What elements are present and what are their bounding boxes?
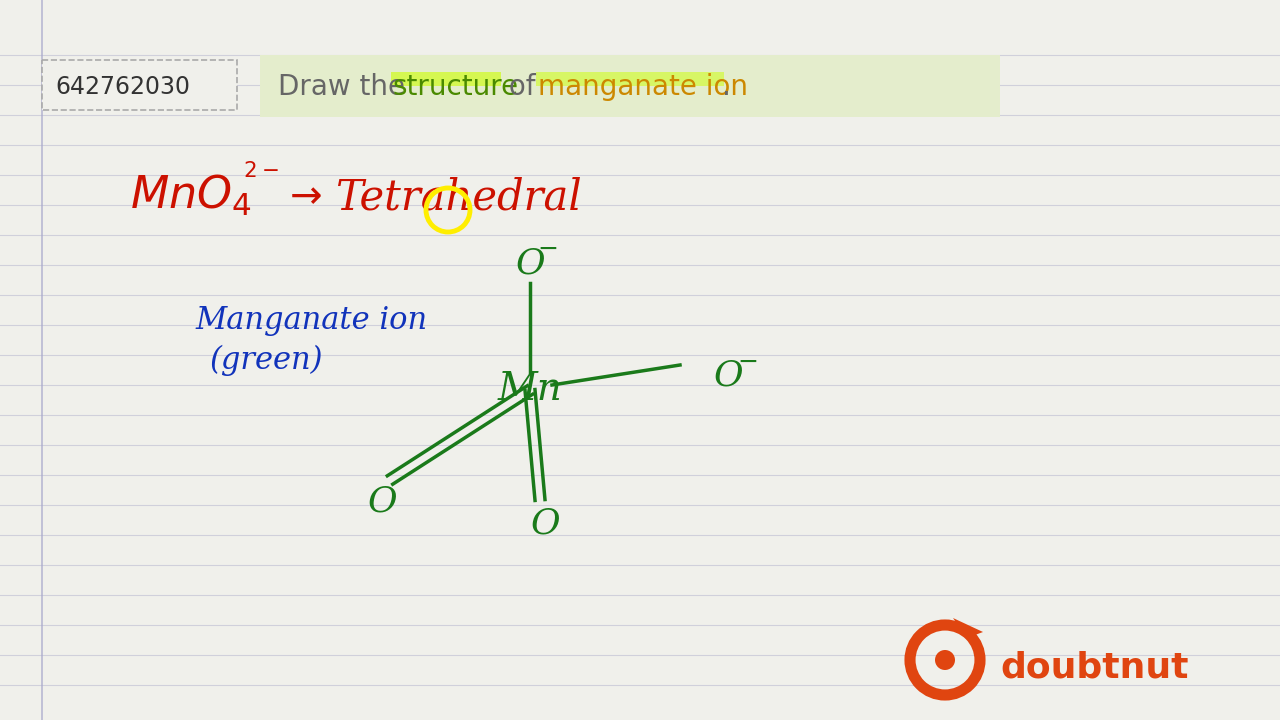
Bar bbox=[390, 72, 500, 86]
Text: (green): (green) bbox=[210, 344, 324, 376]
Text: .: . bbox=[722, 73, 731, 101]
Text: manganate ion: manganate ion bbox=[538, 73, 748, 101]
Text: $^{2-}$: $^{2-}$ bbox=[243, 163, 279, 194]
Text: O: O bbox=[515, 246, 545, 280]
Text: Manganate ion: Manganate ion bbox=[195, 305, 428, 336]
Text: Tetrahedral: Tetrahedral bbox=[335, 176, 581, 218]
Bar bbox=[42, 60, 237, 110]
Text: O: O bbox=[713, 358, 742, 392]
Text: O: O bbox=[367, 485, 397, 519]
Bar bbox=[536, 72, 724, 86]
Text: O: O bbox=[530, 507, 559, 541]
Text: →: → bbox=[291, 178, 323, 216]
Polygon shape bbox=[954, 618, 983, 638]
Text: doubtnut: doubtnut bbox=[1000, 651, 1189, 685]
Text: 642762030: 642762030 bbox=[55, 75, 189, 99]
Circle shape bbox=[934, 650, 955, 670]
Text: Draw the: Draw the bbox=[278, 73, 413, 101]
Text: $MnO_4$: $MnO_4$ bbox=[131, 172, 252, 217]
Text: −: − bbox=[737, 350, 759, 374]
Text: structure: structure bbox=[393, 73, 520, 101]
Text: of: of bbox=[500, 73, 544, 101]
Text: −: − bbox=[538, 237, 558, 261]
Bar bbox=[260, 55, 1000, 117]
Text: Mn: Mn bbox=[498, 372, 562, 408]
